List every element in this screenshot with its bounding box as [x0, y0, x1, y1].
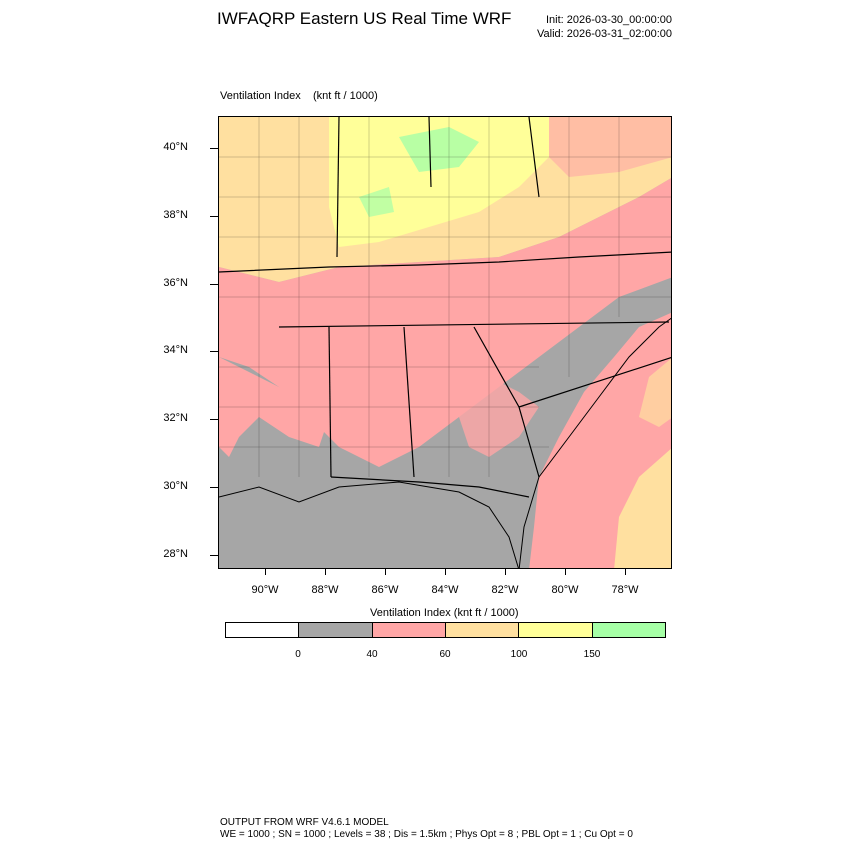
colorbar-swatch	[226, 623, 300, 637]
colorbar	[225, 622, 666, 638]
colorbar-swatch	[372, 623, 446, 637]
init-time: Init: 2026-03-30_00:00:00	[546, 14, 672, 26]
lon-label-88: 88°W	[311, 584, 339, 596]
lon-label-86: 86°W	[371, 584, 399, 596]
lat-tick	[210, 487, 218, 488]
field-units: (knt ft / 1000)	[312, 90, 378, 102]
colorbar-swatch	[592, 623, 665, 637]
footer-config: WE = 1000 ; SN = 1000 ; Levels = 38 ; Di…	[220, 829, 633, 840]
lon-label-78: 78°W	[611, 584, 639, 596]
map-canvas	[219, 117, 671, 568]
colorbar-label: 100	[510, 649, 528, 660]
run-times: Init: 2026-03-30_00:00:00 Valid: 2026-03…	[537, 13, 672, 41]
colorbar-label: 150	[583, 649, 601, 660]
colorbar-label: 60	[439, 649, 451, 660]
lat-tick	[210, 555, 218, 556]
colorbar-label: 40	[366, 649, 378, 660]
colorbar-swatch	[519, 623, 593, 637]
map-panel	[218, 116, 672, 569]
field-label: Ventilation Index (knt ft / 1000)	[220, 90, 378, 102]
colorbar-label: 0	[295, 649, 301, 660]
lat-tick	[210, 284, 218, 285]
footer-model: OUTPUT FROM WRF V4.6.1 MODEL	[220, 817, 389, 828]
lat-label-36: 36°N	[163, 277, 188, 289]
colorbar-swatch	[445, 623, 520, 637]
lon-tick	[265, 569, 266, 575]
field-name: Ventilation Index	[220, 90, 301, 102]
lat-label-40: 40°N	[163, 141, 188, 153]
lon-tick	[385, 569, 386, 575]
lat-tick	[210, 419, 218, 420]
lat-tick	[210, 216, 218, 217]
lat-label-30: 30°N	[163, 480, 188, 492]
lon-label-82: 82°W	[491, 584, 519, 596]
lon-tick	[445, 569, 446, 575]
lon-tick	[325, 569, 326, 575]
lon-label-90: 90°W	[251, 584, 279, 596]
lat-label-38: 38°N	[163, 209, 188, 221]
valid-time: Valid: 2026-03-31_02:00:00	[537, 28, 672, 40]
colorbar-swatch	[299, 623, 373, 637]
lat-tick	[210, 351, 218, 352]
lon-tick	[505, 569, 506, 575]
colorbar-title: Ventilation Index (knt ft / 1000)	[370, 607, 519, 619]
lon-tick	[565, 569, 566, 575]
lat-label-32: 32°N	[163, 412, 188, 424]
lat-label-34: 34°N	[163, 344, 188, 356]
lon-label-84: 84°W	[431, 584, 459, 596]
plot-title: IWFAQRP Eastern US Real Time WRF	[217, 9, 512, 28]
lat-label-28: 28°N	[163, 548, 188, 560]
lon-label-80: 80°W	[551, 584, 579, 596]
lon-tick	[625, 569, 626, 575]
lat-tick	[210, 148, 218, 149]
